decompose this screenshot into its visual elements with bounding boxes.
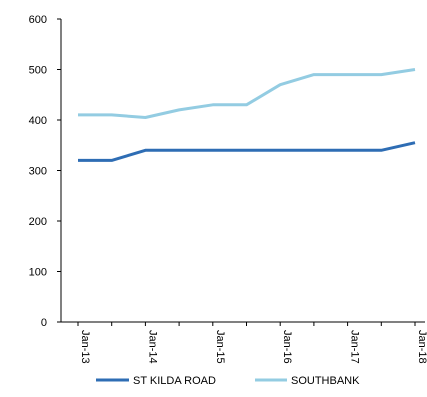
x-tick-label: Jan-13 [79,330,91,364]
y-tick-label: 300 [29,166,47,178]
x-tick-label: Jan-17 [349,330,361,364]
y-tick-label: 0 [41,317,47,329]
y-tick-label: 100 [29,267,47,279]
x-tick-label: Jan-18 [416,330,427,364]
y-tick-label: 200 [29,216,47,228]
y-tick-label: 600 [29,14,47,26]
x-tick-label: Jan-16 [281,330,293,364]
x-tick-label: Jan-15 [214,330,226,364]
x-tick-label: Jan-14 [146,330,158,364]
series-line-southbank [78,68,416,119]
y-tick-label: 400 [29,115,47,127]
y-tick-label: 500 [29,65,47,77]
series-line-st-kilda-road [78,141,416,162]
legend-label: SOUTHBANK [291,375,360,387]
legend-label: ST KILDA ROAD [133,375,216,387]
